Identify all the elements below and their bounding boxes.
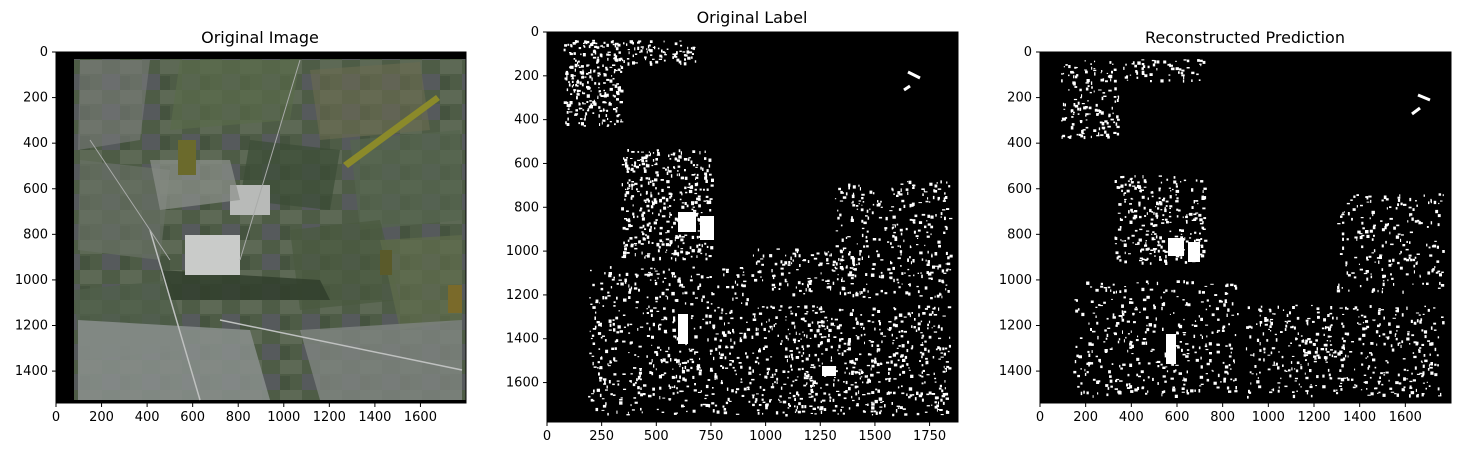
x-tick-label: 1000 <box>267 410 300 425</box>
y-tick-label: 1400 <box>506 332 539 347</box>
y-tick-label: 1200 <box>506 288 539 303</box>
x-tick-label: 1400 <box>358 410 391 425</box>
y-tick-label: 0 <box>531 25 539 40</box>
y-tick-label: 800 <box>514 200 539 215</box>
y-tick-label: 1600 <box>506 376 539 391</box>
x-tick-label: 0 <box>1036 410 1044 425</box>
x-tick-label: 800 <box>1210 410 1235 425</box>
y-tick-label: 0 <box>40 45 48 60</box>
x-tick-label: 0 <box>52 410 60 425</box>
x-tick-label: 1500 <box>858 429 891 444</box>
y-tick-label: 200 <box>1007 91 1032 106</box>
y-tick-label: 400 <box>23 136 48 151</box>
y-tick-label: 200 <box>23 91 48 106</box>
prediction-mask <box>1040 52 1451 403</box>
y-tick-label: 0 <box>1024 45 1032 60</box>
x-tick-label: 250 <box>589 429 614 444</box>
x-tick-label: 400 <box>1119 410 1144 425</box>
y-tick-label: 1200 <box>999 319 1032 334</box>
x-tick-label: 1250 <box>804 429 837 444</box>
x-tick-label: 0 <box>543 429 551 444</box>
y-axis: 0 200 400 600 800 1000 1200 1400 1600 <box>506 25 548 422</box>
y-tick-label: 1400 <box>15 364 48 379</box>
x-tick-label: 600 <box>1165 410 1190 425</box>
x-tick-label: 1600 <box>404 410 437 425</box>
y-tick-label: 200 <box>514 69 539 84</box>
y-tick-label: 800 <box>23 227 48 242</box>
x-tick-label: 800 <box>226 410 251 425</box>
y-tick-label: 1000 <box>999 273 1032 288</box>
x-tick-label: 400 <box>135 410 160 425</box>
label-mask <box>547 32 958 422</box>
panel-original-image: Original Image <box>15 28 467 425</box>
x-tick-label: 750 <box>699 429 724 444</box>
x-tick-label: 1000 <box>1252 410 1285 425</box>
y-axis: 0 200 400 600 800 1000 1200 1400 <box>999 45 1041 403</box>
x-axis: 0 250 500 750 1000 1250 1500 1750 <box>543 421 958 444</box>
y-axis: 0 200 400 600 800 1000 1200 1400 <box>15 45 57 403</box>
satellite-image <box>56 52 466 403</box>
panel-reconstructed-prediction: Reconstructed Prediction 0 200 400 600 800 10… <box>999 28 1452 425</box>
panel-title: Original Label <box>697 8 808 27</box>
x-tick-label: 600 <box>180 410 205 425</box>
y-tick-label: 600 <box>23 182 48 197</box>
y-tick-label: 1200 <box>15 319 48 334</box>
y-tick-label: 400 <box>1007 136 1032 151</box>
y-tick-label: 1000 <box>15 273 48 288</box>
y-tick-label: 1000 <box>506 244 539 259</box>
x-tick-label: 1750 <box>913 429 946 444</box>
x-tick-label: 200 <box>89 410 114 425</box>
x-tick-label: 1600 <box>1389 410 1422 425</box>
x-tick-label: 1000 <box>749 429 782 444</box>
panel-original-label: Original Label 0 250 500 750 1000 1250 1500 175… <box>506 8 959 444</box>
x-tick-label: 1400 <box>1343 410 1376 425</box>
x-tick-label: 500 <box>644 429 669 444</box>
y-tick-label: 400 <box>514 113 539 128</box>
y-tick-label: 1400 <box>999 364 1032 379</box>
x-tick-label: 1200 <box>313 410 346 425</box>
x-axis: 0 200 400 600 800 1000 1200 1400 1600 <box>1036 402 1451 425</box>
y-tick-label: 600 <box>1007 182 1032 197</box>
x-axis: 0 200 400 600 800 1000 1200 1400 1600 <box>52 402 466 425</box>
x-tick-label: 1200 <box>1297 410 1330 425</box>
y-tick-label: 800 <box>1007 227 1032 242</box>
panel-title: Original Image <box>201 28 319 47</box>
y-tick-label: 600 <box>514 156 539 171</box>
panel-title: Reconstructed Prediction <box>1145 28 1345 47</box>
x-tick-label: 200 <box>1073 410 1098 425</box>
